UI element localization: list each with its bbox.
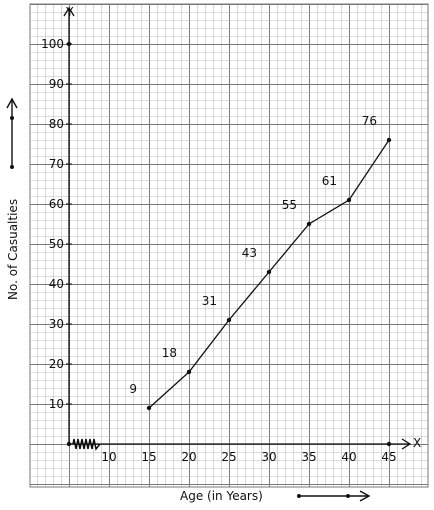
data-label: 43 (242, 246, 257, 260)
y-tick-label: 40 (49, 277, 64, 291)
y-tick-label: 10 (49, 397, 64, 411)
y-tick-label: 20 (49, 357, 64, 371)
data-point (346, 197, 352, 203)
y-tick-label: 90 (49, 77, 64, 91)
y-direction-arrowhead (6, 97, 18, 109)
y-tick-label: 60 (49, 197, 64, 211)
data-label: 55 (282, 198, 297, 212)
x-axis-letter: X (413, 436, 421, 450)
tick-labels: 10 15 20 25 30 35 40 45 10 20 30 40 50 60 70 80 90 100 (41, 37, 397, 464)
x-axis-break-zigzag (72, 438, 101, 451)
chart-axes (63, 6, 412, 451)
data-labels: 9 18 31 43 55 61 76 (129, 114, 377, 396)
x-direction-arrowhead (359, 490, 371, 502)
data-series (146, 137, 392, 411)
data-label: 18 (162, 346, 177, 360)
data-label: 31 (202, 294, 217, 308)
x-direction-dot (346, 494, 350, 498)
data-label: 76 (362, 114, 377, 128)
direction-arrows (6, 97, 371, 502)
x-axis-arrowhead (401, 438, 412, 450)
x-tick-label: 20 (181, 450, 196, 464)
x-tick-label: 40 (341, 450, 356, 464)
x-axis-end-point (386, 441, 392, 447)
data-point (266, 269, 272, 275)
origin-point (66, 441, 72, 447)
y-axis-title: No. of Casualties (6, 199, 20, 300)
y-tick-label: 100 (41, 37, 64, 51)
x-tick-label: 45 (381, 450, 396, 464)
data-point (186, 369, 192, 375)
x-tick-label: 15 (141, 450, 156, 464)
x-tick-label: 25 (221, 450, 236, 464)
x-tick-label: 10 (101, 450, 116, 464)
x-direction-dot (297, 494, 301, 498)
x-axis-title: Age (in Years) (180, 489, 263, 503)
y-tick-label: 80 (49, 117, 64, 131)
y-direction-dot (10, 165, 14, 169)
y-axis-letter: Y (65, 5, 74, 19)
data-point (386, 137, 392, 143)
data-label: 61 (322, 174, 337, 188)
data-point (226, 317, 232, 323)
y-tick-label: 70 (49, 157, 64, 171)
y-tick-label: 30 (49, 317, 64, 331)
y-tick-label: 50 (49, 237, 64, 251)
data-point (146, 405, 152, 411)
y-direction-dot (10, 116, 14, 120)
x-tick-label: 30 (261, 450, 276, 464)
data-point (306, 221, 312, 227)
chart-grid (29, 3, 429, 488)
data-label: 9 (129, 382, 137, 396)
x-tick-label: 35 (301, 450, 316, 464)
y-axis-arrowhead (63, 6, 75, 17)
